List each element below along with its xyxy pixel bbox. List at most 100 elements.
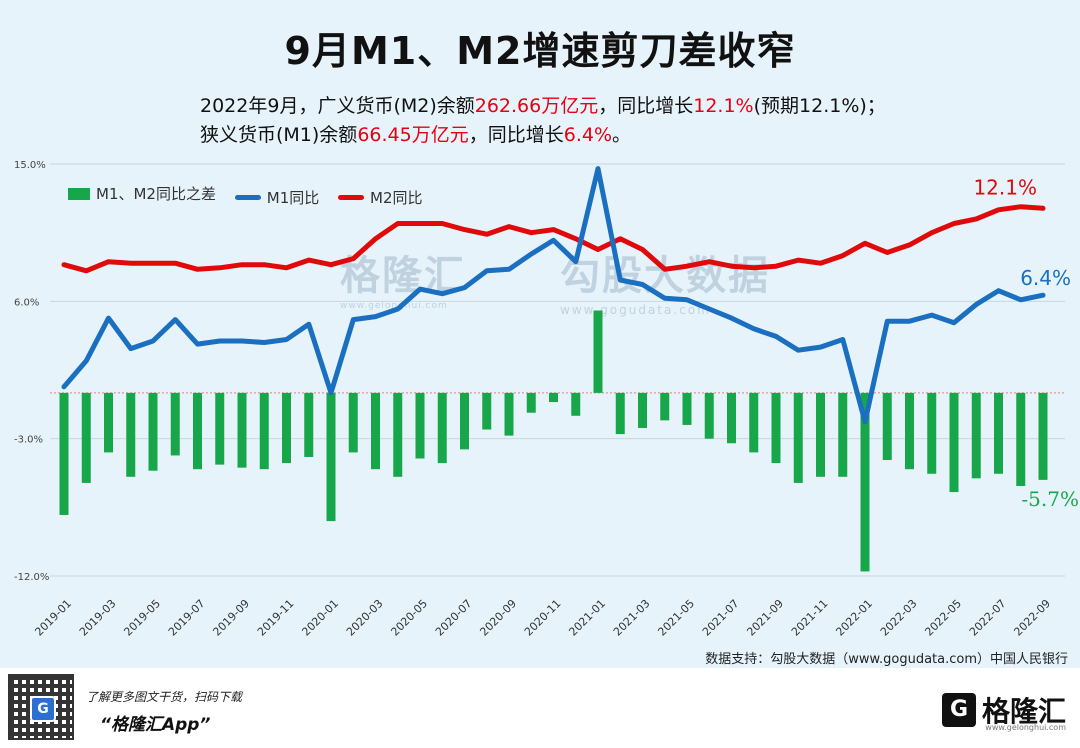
footer: G 了解更多图文干货，扫码下载 “格隆汇App” G 格隆汇 www.gelon… [0,668,1080,748]
bar-diff [793,392,803,483]
subtitle-text: ，同比增长 [598,95,694,117]
subtitle-text: 。 [612,124,632,146]
bar-diff [905,392,914,470]
bar-diff [1016,392,1026,486]
bar-last-label: -5.7% [1021,487,1079,511]
m1-balance-value: 66.45万亿元 [357,124,469,146]
x-tick-label: 2022-09 [1011,597,1053,639]
bar-diff [326,392,336,522]
legend-item-m2: M2同比 [338,187,423,208]
x-tick-label: 2021-07 [700,597,742,639]
bar-diff [237,392,247,468]
bar-diff [482,392,492,430]
bar-diff [126,392,136,477]
m1-last-label: 6.4% [1020,266,1071,290]
x-tick-label: 2021-09 [744,597,786,639]
legend-swatch-m1 [234,194,261,200]
x-tick-label: 2022-03 [878,597,920,639]
bar-diff [771,392,781,464]
legend: M1、M2同比之差 M1同比 M2同比 [68,183,437,208]
bar-diff [415,392,425,459]
bar-diff [170,392,180,456]
x-tick-label: 2019-09 [210,597,252,639]
x-tick-label: 2019-03 [77,597,119,639]
bar-diff [549,392,558,403]
x-tick-label: 2022-01 [833,597,875,639]
bar-diff [704,392,714,439]
bar-diff [104,392,113,453]
x-tick-label: 2021-05 [655,597,697,639]
brand-name: 格隆汇 [981,695,1066,728]
bar-diff [971,392,981,479]
bar-diff [682,392,692,425]
m2-balance-value: 262.66万亿元 [474,95,599,117]
bar-diff [304,392,314,457]
m1-line [61,166,1046,425]
bar-diff [571,392,581,416]
subtitle-line-1: 2022年9月，广义货币(M2)余额262.66万亿元，同比增长12.1%(预期… [200,91,886,118]
m2-growth-value: 12.1% [693,95,754,117]
bar-diff [882,392,892,461]
data-source: 数据支持：勾股大数据（www.gogudata.com）中国人民银行 [705,652,1068,667]
bar-diff [460,392,469,450]
bar-diff [59,392,69,515]
subtitle-text: 狭义货币(M1)余额 [200,124,358,146]
x-tick-label: 2020-05 [388,597,430,639]
brand: G 格隆汇 www.gelonghui.com [941,690,1066,732]
x-tick-label: 2021-03 [611,597,653,639]
bar-diff [81,392,91,483]
promo-app-name: “格隆汇App” [100,715,211,735]
bar-diff [437,392,447,464]
brand-logo-icon: G [941,693,976,727]
bar-diff [215,392,225,465]
bar-diff [193,392,202,470]
bar-diff [504,392,514,436]
x-tick-label: 2019-11 [255,597,297,639]
x-tick-label: 2020-01 [299,597,341,639]
x-tick-label: 2022-05 [922,597,964,639]
subtitle-text: ，同比增长 [468,124,564,146]
bar-diff [994,392,1003,474]
bar-diff [727,392,736,444]
chart: 15.0% 6.0% -3.0% -12.0% 12.1% 6.4% -5.7% 2019-0… [14,160,1079,639]
qr-logo-icon: G [30,696,56,722]
bar-diff [393,392,403,477]
bar-diff [148,392,158,471]
x-tick-label: 2019-01 [32,597,74,639]
y-tick-label: -3.0% [14,435,43,446]
legend-item-bar: M1、M2同比之差 [68,183,216,204]
m2-line [61,204,1046,274]
x-tick-label: 2019-07 [166,597,208,639]
bar-diff [949,392,959,493]
bar-diff [749,392,759,453]
bar-diff [526,392,536,413]
watermark-gogudata: 勾股大数据 www.gogudata.com [560,253,770,317]
legend-swatch-bar [68,187,90,200]
bar-diff [838,392,848,477]
x-tick-label: 2021-11 [789,597,831,639]
bar-diff [816,392,825,477]
bar-diff [615,392,625,435]
x-tick-label: 2020-11 [522,597,564,639]
m2-last-label: 12.1% [973,175,1037,199]
bar-diff [638,392,647,428]
legend-swatch-m2 [338,194,365,200]
bar-diff [259,392,269,470]
y-tick-label: -12.0% [14,572,49,583]
bar-diff [348,392,358,453]
bar-diff [660,392,670,421]
subtitle-text: 2022年9月，广义货币(M2)余额 [200,95,475,117]
bar-diff [371,392,380,470]
x-tick-label: 2021-01 [566,597,608,639]
m1-growth-value: 6.4% [563,124,613,146]
x-tick-label: 2020-07 [433,597,475,639]
y-tick-label: 15.0% [14,160,46,171]
x-tick-label: 2020-03 [344,597,386,639]
promo-text: 了解更多图文干货，扫码下载 [86,690,243,704]
bar-diff [1038,392,1048,480]
bar-diff [860,392,870,572]
x-tick-label: 2022-07 [967,597,1009,639]
bar-diff [282,392,291,464]
x-tick-label: 2019-05 [121,597,163,639]
bar-diff [927,392,937,474]
